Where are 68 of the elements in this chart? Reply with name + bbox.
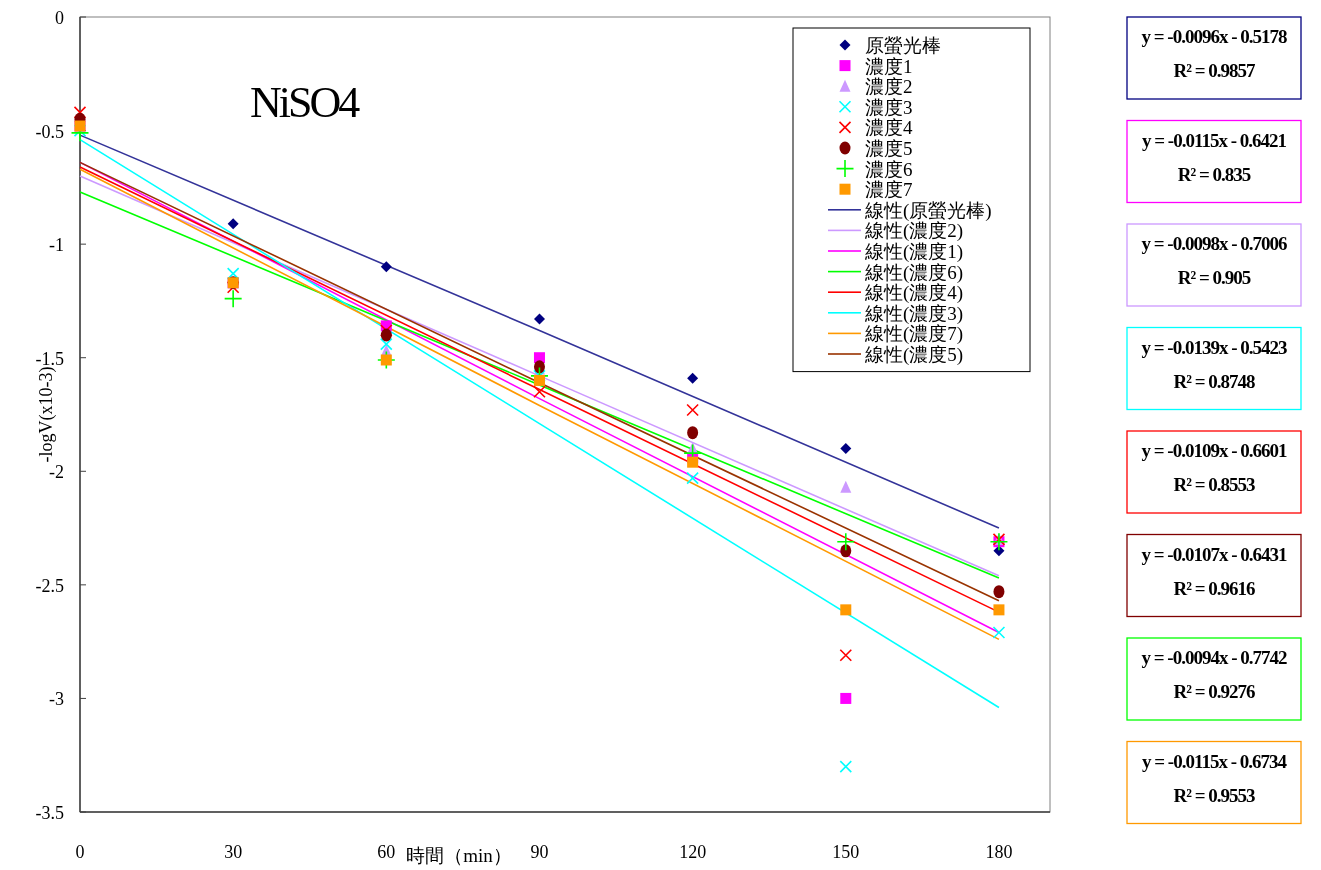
y-tick-label: -2 — [49, 462, 64, 483]
point — [73, 106, 87, 119]
point — [687, 426, 699, 440]
legend-label: 濃度2 — [865, 76, 913, 98]
text: y = -0.0107x - 0.6431 R² = 0.9616 — [1141, 543, 1287, 599]
legend-label: 濃度1 — [865, 55, 913, 77]
legend-label: 線性(濃度4) — [864, 282, 964, 305]
legend-label: 線性(原螢光棒) — [864, 199, 992, 222]
point — [380, 328, 392, 342]
x-tick-label: 150 — [832, 842, 860, 862]
text: y = -0.0094x - 0.7742 R² = 0.9276 — [1141, 647, 1287, 702]
text: y = -0.0098x - 0.7006 R² = 0.905 — [1141, 233, 1287, 288]
legend-label: 線性(濃度3) — [864, 302, 964, 325]
point — [380, 261, 392, 273]
point — [686, 403, 699, 417]
legend-label: 線性(濃度2) — [864, 220, 964, 243]
x-tick-label: 120 — [679, 842, 707, 862]
y-tick-label: 0 — [55, 8, 64, 28]
y-axis-title: -logV(x10-3) — [36, 366, 57, 463]
point — [840, 443, 852, 455]
point — [840, 692, 852, 704]
y-tick-label: -2.5 — [35, 575, 64, 596]
y-tick-label: -3.5 — [35, 803, 64, 823]
point — [533, 374, 545, 386]
x-tick-label: 90 — [530, 842, 549, 862]
point — [836, 532, 856, 551]
point — [839, 760, 853, 773]
y-tick-label: -1 — [49, 235, 64, 256]
point — [533, 385, 546, 399]
legend-label: 原螢光棒 — [865, 35, 941, 56]
text: y = -0.0096x - 0.5178 R² = 0.9857 — [1141, 26, 1287, 81]
point — [380, 354, 392, 366]
point — [226, 267, 240, 280]
x-tick-label: 30 — [224, 842, 243, 862]
point — [840, 480, 852, 493]
text: y = -0.0115x - 0.6421 R² = 0.835 — [1142, 129, 1287, 185]
legend-label: 線性(濃度1) — [864, 241, 964, 263]
x-tick-label: 60 — [377, 842, 396, 862]
text: y = -0.0109x - 0.6601 R² = 0.8553 — [1141, 440, 1287, 495]
legend-label: 線性(濃度5) — [864, 344, 964, 366]
point — [227, 218, 239, 230]
x-tick-label: 0 — [75, 842, 85, 862]
point — [840, 604, 852, 616]
legend-label: 濃度7 — [865, 179, 913, 201]
text: y = -0.0115x - 0.6734 R² = 0.9553 — [1142, 750, 1288, 806]
legend-label: 濃度4 — [865, 117, 913, 139]
point — [993, 604, 1005, 616]
point — [993, 585, 1005, 599]
x-axis-title: 時間（min） — [406, 845, 512, 866]
point — [989, 532, 1009, 551]
text: NiSO4 — [250, 78, 361, 127]
legend-label: 線性(濃度6) — [864, 261, 964, 284]
point — [687, 456, 699, 468]
legend-label: 濃度6 — [865, 158, 913, 180]
point — [992, 626, 1006, 639]
legend-label: 濃度5 — [865, 138, 913, 159]
point — [686, 471, 699, 485]
point — [380, 337, 393, 351]
text: y = -0.0139x - 0.5423 R² = 0.8748 — [1141, 336, 1287, 392]
y-tick-label: -0.5 — [35, 121, 64, 142]
point — [687, 372, 699, 384]
point — [533, 313, 545, 325]
x-tick-label: 180 — [985, 842, 1013, 862]
point — [223, 289, 243, 308]
legend-label: 濃度3 — [865, 96, 913, 118]
point — [839, 648, 853, 662]
legend-label: 線性(濃度7) — [864, 323, 964, 346]
y-tick-label: -3 — [49, 689, 64, 710]
